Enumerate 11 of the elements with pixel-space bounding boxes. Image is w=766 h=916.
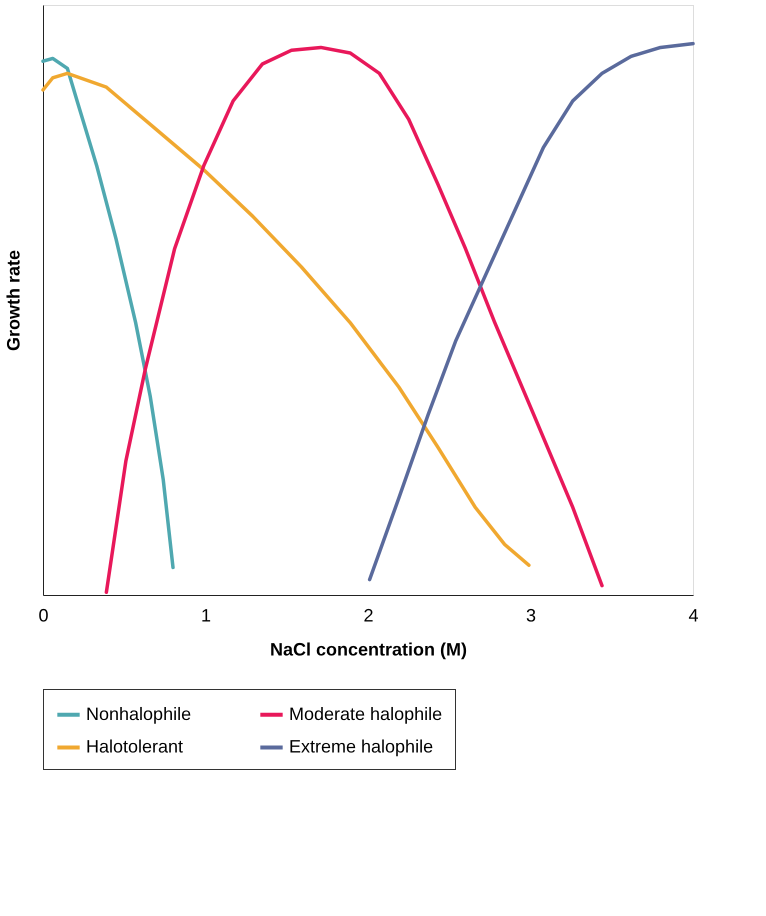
x-tick-label: 4 bbox=[688, 606, 699, 626]
legend-label: Halotolerant bbox=[86, 736, 184, 756]
legend-label: Moderate halophile bbox=[289, 704, 442, 724]
x-tick-label: 2 bbox=[363, 606, 374, 626]
y-axis-title: Growth rate bbox=[4, 250, 24, 352]
x-axis-title: NaCl concentration (M) bbox=[270, 640, 468, 660]
x-tick-label: 1 bbox=[200, 606, 212, 626]
legend-label: Nonhalophile bbox=[86, 704, 192, 724]
x-tick-label: 3 bbox=[526, 606, 536, 626]
x-tick-label: 0 bbox=[38, 606, 49, 626]
legend-label: Extreme halophile bbox=[289, 736, 434, 756]
